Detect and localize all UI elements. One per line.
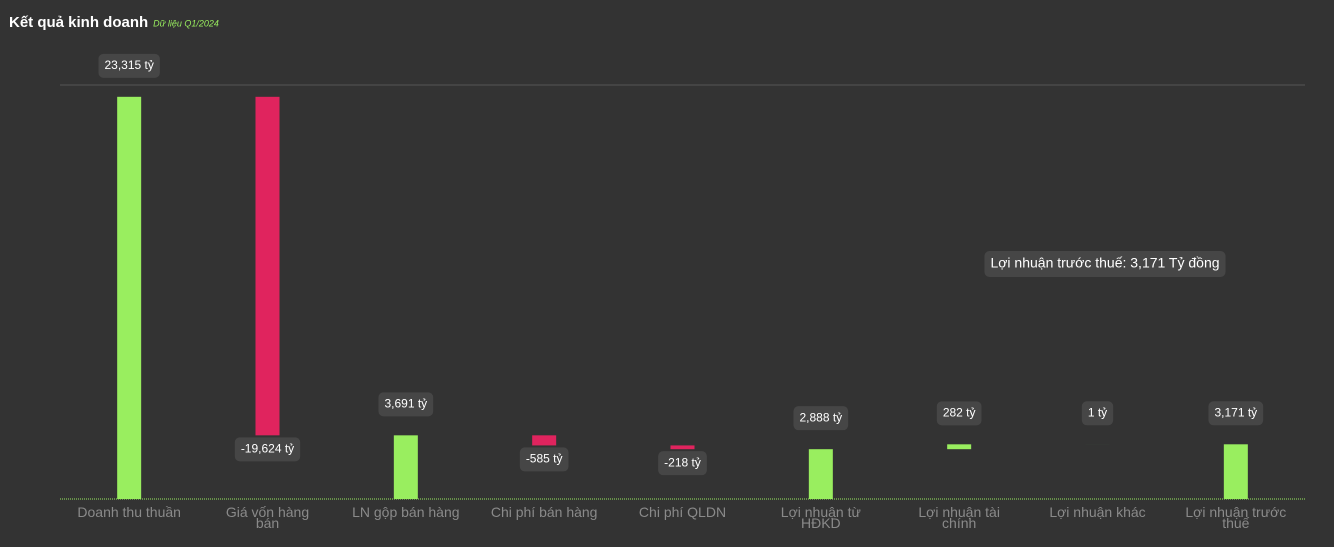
annotation-bg: [984, 251, 1226, 277]
value-label-bg: [793, 406, 849, 431]
value-label-bg: [98, 53, 160, 78]
value-label-bg: [519, 447, 569, 472]
x-tick-label: Lợi nhuận trước thuế: [1185, 504, 1287, 531]
bar: [117, 96, 142, 499]
value-label-bg: [1208, 401, 1264, 426]
bar: [670, 445, 695, 450]
bar: [393, 435, 418, 499]
bar: [1223, 444, 1248, 499]
x-tick-label: Chi phí bán hàng: [490, 504, 598, 520]
value-label: -585 tỷ: [526, 452, 563, 466]
bar: [532, 435, 557, 446]
annotation: Lợi nhuận trước thuế: 3,171 Tỷ đồng: [990, 255, 1219, 271]
bar: [947, 444, 972, 450]
value-label: 23,315 tỷ: [104, 58, 153, 72]
x-tick-label: LN gộp bán hàng: [352, 504, 460, 520]
value-label: -19,624 tỷ: [241, 442, 294, 456]
bar: [808, 449, 833, 499]
value-label: 1 tỷ: [1088, 405, 1107, 419]
value-label-bg: [1081, 401, 1114, 426]
x-tick-label: Lợi nhuận từ HĐKD: [780, 504, 861, 531]
x-tick-label: Lợi nhuận tài chính: [918, 504, 1000, 531]
value-label: 282 tỷ: [943, 405, 976, 419]
value-label: 2,888 tỷ: [799, 410, 842, 424]
x-tick-label: Lợi nhuận khác: [1049, 504, 1146, 520]
value-label: -218 tỷ: [664, 455, 701, 469]
chart-title: Kết quả kinh doanh: [9, 14, 148, 31]
value-label-bg: [658, 451, 707, 476]
x-tick-label: Giá vốn hàng bán: [225, 504, 310, 531]
value-label: 3,171 tỷ: [1214, 405, 1257, 419]
x-tick-label: Doanh thu thuần: [77, 504, 181, 520]
value-label-bg: [936, 401, 982, 426]
x-tick-label: Chi phí QLDN: [638, 504, 727, 520]
value-label: 3,691 tỷ: [384, 397, 427, 411]
value-label-bg: [234, 437, 301, 462]
chart-subtitle: Dữ liệu Q1/2024: [153, 18, 219, 28]
bar: [255, 96, 280, 436]
value-label-bg: [378, 392, 434, 417]
